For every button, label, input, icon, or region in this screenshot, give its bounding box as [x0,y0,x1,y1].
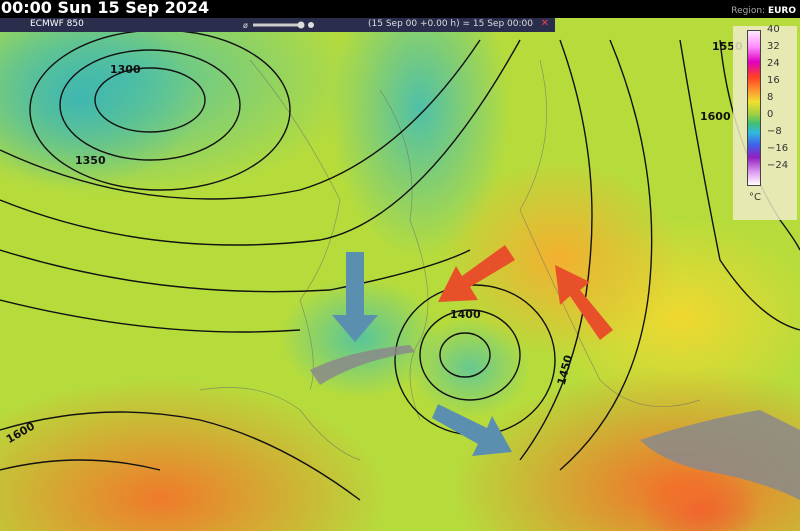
close-button[interactable]: ✕ [540,18,549,29]
control-bar: ECMWF 850 ø (15 Sep 00 +0.00 h) = 15 Sep… [0,18,555,32]
blue-arrow-down [332,252,378,342]
slider-handle[interactable] [297,21,305,29]
legend-tick: −16 [767,143,789,154]
color-legend: 40 32 24 16 8 0 −8 −16 −24 °C [733,24,797,220]
slider-track[interactable] [253,23,303,27]
svg-text:1300: 1300 [110,63,141,76]
slider-end-dot[interactable] [308,22,314,28]
temperature-colorbar [747,30,761,186]
red-arrow-up-left [555,265,613,340]
svg-text:1450: 1450 [555,353,576,386]
slider-symbol: ø [243,21,248,30]
svg-text:1600: 1600 [4,419,37,446]
svg-text:1400: 1400 [450,308,481,321]
blue-arrow-down-right [432,404,512,456]
legend-unit: °C [749,192,761,203]
legend-tick: 24 [767,58,780,69]
top-bar: 00:00 Sun 15 Sep 2024 Region: EURO [0,0,800,18]
annotation-arrows [332,245,613,456]
legend-tick: 0 [767,109,774,120]
legend-tick: −8 [767,126,782,137]
region-label: Region: [731,6,766,16]
legend-tick: 8 [767,92,774,103]
svg-text:1350: 1350 [75,154,106,167]
model-label: ECMWF 850 [30,19,84,29]
legend-tick: 32 [767,41,780,52]
map-overlay: 1300 1350 1550 1600 1400 1450 1600 [0,29,800,501]
region-selector[interactable]: Region: EURO [731,6,796,16]
region-value: EURO [767,6,796,16]
svg-text:1600: 1600 [700,110,731,123]
map-title: 00:00 Sun 15 Sep 2024 [1,0,210,17]
red-arrow-down-left [438,245,515,302]
legend-tick: 40 [767,24,780,35]
weather-map[interactable]: 1300 1350 1550 1600 1400 1450 1600 [0,18,800,531]
legend-tick: 16 [767,75,780,86]
time-slider[interactable]: ø [243,20,318,30]
coastlines [199,59,701,461]
geopotential-contours [0,29,800,501]
time-readout: (15 Sep 00 +0.00 h) = 15 Sep 00:00 [368,19,533,29]
precipitation-areas [310,345,800,500]
legend-tick: −24 [767,160,789,171]
